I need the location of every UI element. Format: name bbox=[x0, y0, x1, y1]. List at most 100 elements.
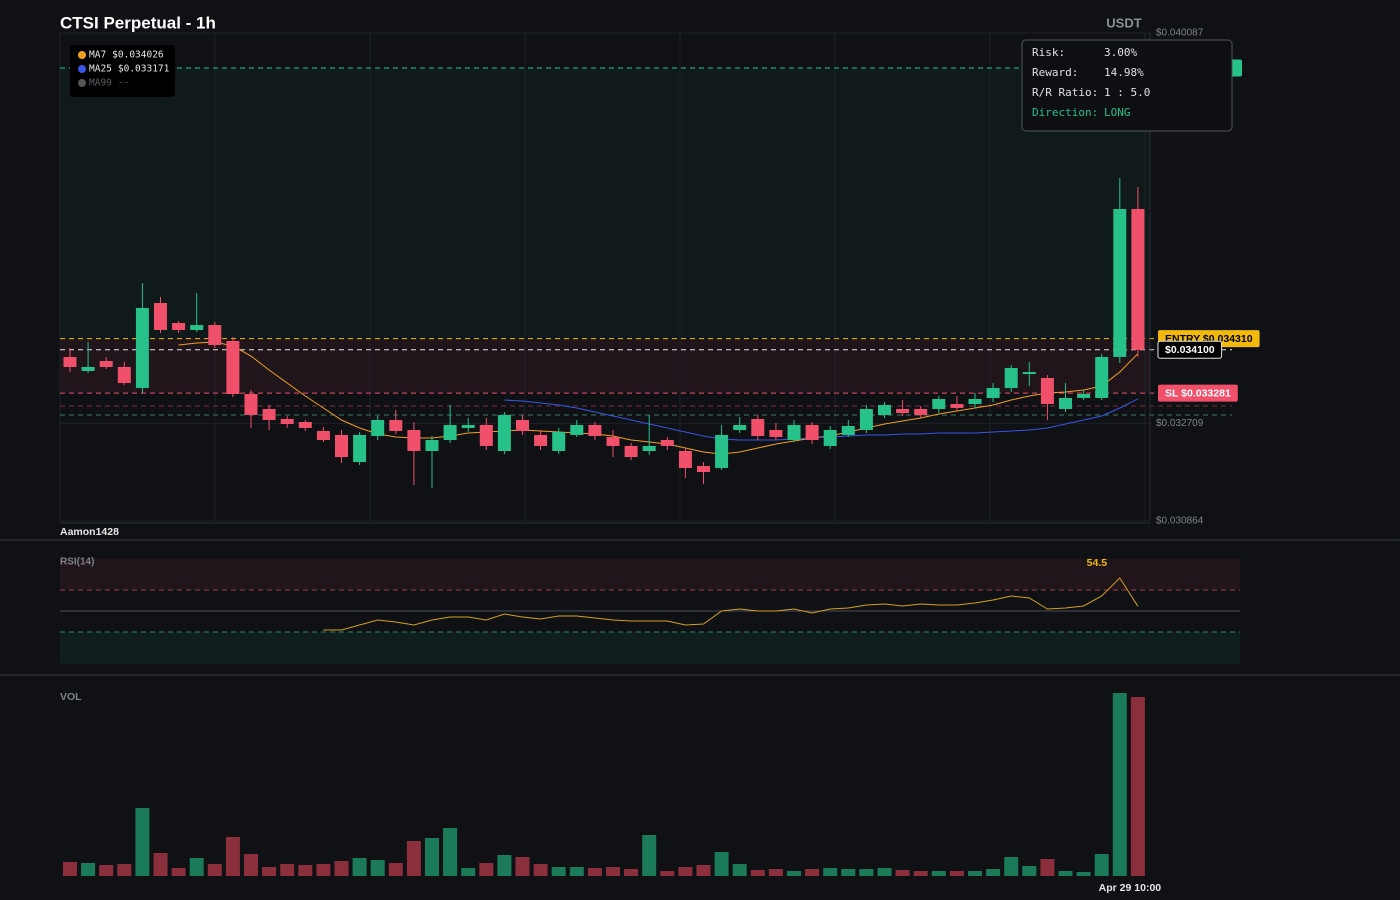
info-box: Risk: 3.00% Reward: 14.98% R/R Ratio: 1 … bbox=[1021, 39, 1233, 132]
volume-bar bbox=[99, 865, 114, 876]
legend-value: $0.033171 bbox=[118, 64, 170, 75]
candle-body bbox=[642, 445, 656, 451]
info-label: R/R Ratio: bbox=[1032, 86, 1098, 99]
candle-body bbox=[407, 429, 421, 451]
candle-body bbox=[841, 425, 855, 435]
volume-bar bbox=[153, 853, 168, 876]
candle-body bbox=[968, 398, 982, 405]
volume-bar bbox=[334, 861, 349, 876]
volume-bar bbox=[624, 869, 639, 876]
volume-bar bbox=[533, 864, 548, 876]
volume-bar bbox=[406, 841, 421, 876]
volume-bar bbox=[461, 868, 476, 876]
volume-bar bbox=[117, 864, 132, 876]
candle-body bbox=[805, 424, 819, 440]
volume-bar bbox=[587, 868, 602, 876]
volume-bar bbox=[1094, 854, 1109, 876]
volume-bar bbox=[316, 864, 331, 876]
x-tick-label: Apr 29 10:00 bbox=[1099, 882, 1162, 894]
volume-bar bbox=[1112, 693, 1127, 876]
volume-bar bbox=[551, 867, 566, 876]
volume-bar bbox=[805, 869, 820, 876]
candle-body bbox=[81, 366, 95, 371]
volume-bar bbox=[732, 864, 747, 876]
candle-body bbox=[1022, 372, 1036, 375]
legend-marker bbox=[78, 51, 86, 59]
candle-body bbox=[787, 424, 801, 440]
chart-title: CTSI Perpetual - 1h bbox=[60, 13, 216, 32]
volume-bar bbox=[280, 864, 295, 876]
volume-bar bbox=[660, 871, 675, 876]
info-value: 14.98% bbox=[1104, 66, 1144, 79]
volume-bar bbox=[877, 868, 892, 876]
volume-title: VOL bbox=[60, 691, 82, 703]
candle-body bbox=[1059, 397, 1072, 409]
candle-body bbox=[262, 408, 276, 420]
candle-body bbox=[715, 434, 729, 468]
candle-body bbox=[1131, 208, 1145, 350]
candle-body bbox=[497, 414, 511, 451]
candle-body bbox=[660, 439, 674, 446]
candle-body bbox=[1077, 394, 1091, 398]
volume-bar bbox=[642, 835, 657, 876]
candle-body bbox=[859, 408, 873, 430]
candle-body bbox=[190, 325, 204, 330]
volume-bar bbox=[298, 865, 313, 876]
legend-value: $0.034026 bbox=[112, 50, 164, 61]
zone bbox=[60, 558, 1240, 590]
candle-body bbox=[63, 356, 77, 367]
volume-bar bbox=[370, 860, 385, 876]
volume-bar bbox=[497, 855, 512, 876]
volume-bar bbox=[1022, 866, 1037, 876]
volume-bar bbox=[1040, 859, 1055, 876]
candle-body bbox=[280, 418, 294, 425]
legend-marker bbox=[78, 65, 86, 73]
volume-bar bbox=[171, 868, 186, 876]
candle-body bbox=[1095, 356, 1109, 398]
candle-body bbox=[697, 465, 710, 473]
candle-body bbox=[479, 424, 493, 446]
legend-name: MA7 bbox=[89, 50, 106, 61]
legend-name: MA99 bbox=[89, 78, 112, 89]
candle-body bbox=[244, 394, 258, 415]
legend-value: -- bbox=[118, 78, 129, 89]
volume-bar bbox=[135, 808, 150, 876]
candle-body bbox=[1004, 367, 1018, 388]
candle-body bbox=[425, 439, 439, 451]
volume-bar bbox=[895, 870, 910, 876]
candle-body bbox=[461, 424, 475, 428]
volume-bar bbox=[823, 868, 838, 876]
info-value: LONG bbox=[1104, 106, 1131, 119]
level-tag bbox=[1157, 340, 1223, 359]
rsi-panel: 54.5 bbox=[60, 557, 1240, 664]
candle-body bbox=[986, 387, 1000, 398]
line bbox=[504, 398, 1139, 441]
volume-bar bbox=[696, 865, 711, 876]
info-value: 1 : 5.0 bbox=[1104, 86, 1150, 99]
volume-bar bbox=[1004, 857, 1019, 876]
volume-bar bbox=[913, 871, 928, 876]
candle-body bbox=[896, 408, 910, 414]
value-label: 54.5 bbox=[1087, 557, 1108, 569]
y-tick-label: $0.032709 bbox=[1156, 418, 1204, 429]
y-tick-label: $0.040087 bbox=[1156, 28, 1204, 39]
volume-bar bbox=[189, 858, 204, 876]
volume-bar bbox=[606, 867, 620, 876]
y-tick-label: $0.030864 bbox=[1156, 516, 1204, 527]
info-label: Risk: bbox=[1032, 46, 1065, 59]
candle-body bbox=[950, 404, 964, 408]
volume-bar bbox=[841, 869, 856, 876]
candle-body bbox=[534, 434, 548, 446]
candle-body bbox=[1040, 377, 1054, 405]
volume-bar bbox=[986, 869, 1001, 876]
price-panel-background bbox=[59, 32, 1150, 522]
zone bbox=[60, 67, 1150, 339]
volume-bar bbox=[63, 862, 77, 876]
volume-bar bbox=[569, 867, 584, 876]
volume-bar bbox=[678, 867, 693, 876]
candle-body bbox=[769, 429, 783, 437]
candle-body bbox=[208, 325, 222, 346]
candle-body bbox=[226, 340, 240, 395]
volume-bar bbox=[768, 869, 783, 876]
volume-bar bbox=[787, 871, 801, 876]
